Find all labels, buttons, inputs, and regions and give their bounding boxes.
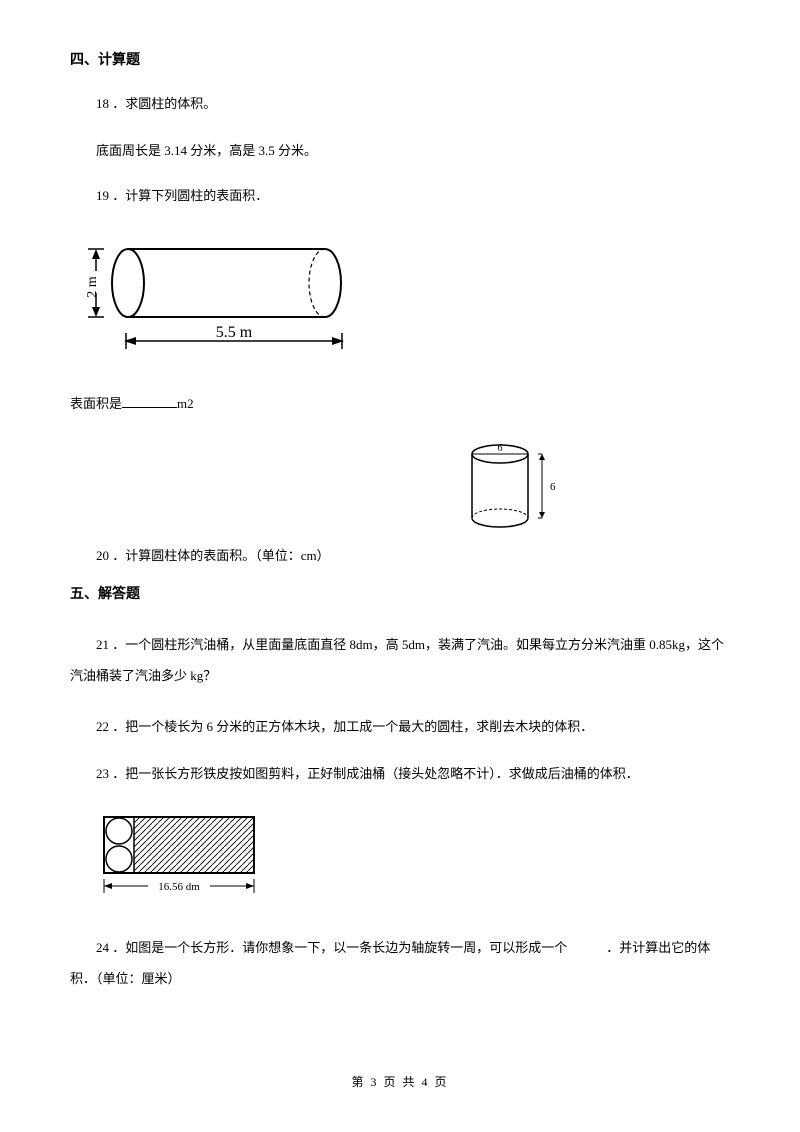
page-footer: 第 3 页 共 4 页 bbox=[0, 1073, 800, 1092]
q19-figure: 2 m 5.5 m bbox=[70, 233, 730, 370]
section-5-header: 五、解答题 bbox=[70, 584, 730, 606]
q18-text: 18 ．求圆柱的体积。 bbox=[70, 94, 730, 115]
q19-sub-pre: 表面积是 bbox=[70, 396, 122, 411]
q19-sub-post: m2 bbox=[177, 396, 194, 411]
q18-sub: 底面周长是 3.14 分米，高是 3.5 分米。 bbox=[70, 141, 730, 162]
q19-sub: 表面积是 m2 bbox=[70, 394, 730, 415]
q20-text: 20 ．计算圆柱体的表面积。（单位：cm） bbox=[70, 546, 330, 567]
q22-text: 22 ．把一个棱长为 6 分米的正方体木块，加工成一个最大的圆柱，求削去木块的体… bbox=[70, 717, 730, 738]
q21-text: 21 ．一个圆柱形汽油桶，从里面量底面直径 8dm，高 5dm，装满了汽油。如果… bbox=[70, 629, 730, 691]
q19-text: 19 ．计算下列圆柱的表面积． bbox=[70, 186, 730, 207]
q23-text: 23 ．把一张长方形铁皮按如图剪料，正好制成油桶（接头处忽略不计）．求做成后油桶… bbox=[70, 764, 730, 785]
q24-text: 24 ．如图是一个长方形．请你想象一下，以一条长边为轴旋转一周，可以形成一个 ．… bbox=[70, 932, 730, 994]
svg-text:2 m: 2 m bbox=[85, 276, 100, 298]
q23-figure: 16.56 dm bbox=[98, 811, 730, 908]
svg-text:6: 6 bbox=[550, 481, 556, 493]
svg-text:16.56 dm: 16.56 dm bbox=[158, 881, 200, 893]
svg-text:6: 6 bbox=[498, 443, 503, 454]
q20-figure: 6 6 bbox=[460, 440, 560, 547]
svg-text:5.5 m: 5.5 m bbox=[216, 324, 253, 341]
section-4-header: 四、计算题 bbox=[70, 50, 730, 72]
q19-blank bbox=[122, 395, 177, 408]
